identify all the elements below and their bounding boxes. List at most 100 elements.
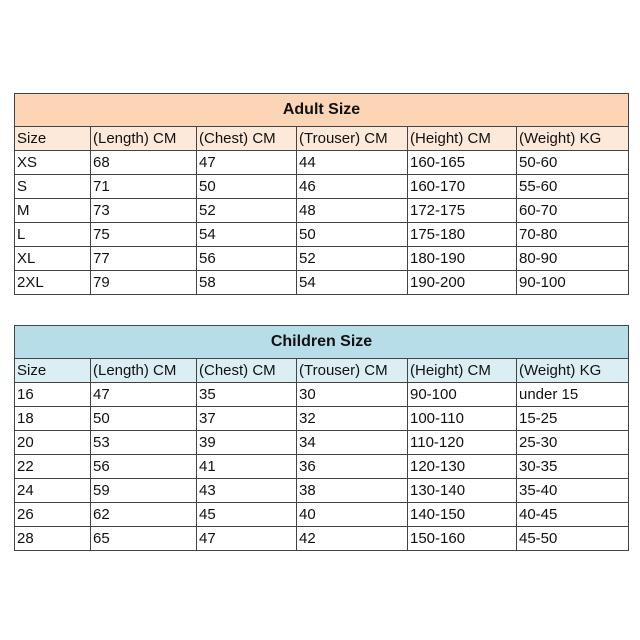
adult-size-title: Adult Size [13,93,630,127]
table-cell: 90-100 [407,382,517,407]
table-cell: 42 [296,526,408,551]
table-cell: 40-45 [515,502,630,527]
table-cell: 190-200 [407,270,517,295]
table-cell: 68 [90,150,197,175]
column-header: (Chest) CM [196,358,297,383]
column-header: Size [14,126,91,151]
table-cell: 32 [296,406,408,431]
table-cell: 52 [296,246,408,271]
adult-size-table: Adult Size Size (Length) CM (Chest) CM (Tro… [13,93,630,295]
table-row: XS 68 47 44 160-165 50-60 [14,150,630,175]
table-cell: 26 [14,502,91,527]
table-row: 22 56 41 36 120-130 30-35 [14,454,630,479]
table-cell: 47 [196,150,297,175]
column-header: (Weight) KG [515,126,630,151]
table-cell: L [14,222,91,247]
table-cell: 22 [14,454,91,479]
column-header: (Trouser) CM [296,126,408,151]
table-cell: 20 [14,430,91,455]
table-row: L 75 54 50 175-180 70-80 [14,222,630,247]
table-cell: 100-110 [407,406,517,431]
table-cell: 45 [196,502,297,527]
table-row: 28 65 47 42 150-160 45-50 [14,526,630,551]
table-cell: 45-50 [515,526,630,551]
table-cell: 50-60 [515,150,630,175]
table-row: M 73 52 48 172-175 60-70 [14,198,630,223]
table-cell: 35 [196,382,297,407]
table-cell: 47 [90,382,197,407]
table-cell: 50 [90,406,197,431]
table-cell: 56 [196,246,297,271]
table-cell: 140-150 [407,502,517,527]
table-cell: 53 [90,430,197,455]
table-cell: 2XL [14,270,91,295]
table-cell: 120-130 [407,454,517,479]
table-cell: 34 [296,430,408,455]
table-cell: XS [14,150,91,175]
table-row: 16 47 35 30 90-100 under 15 [14,382,630,407]
table-cell: 70-80 [515,222,630,247]
table-cell: 71 [90,174,197,199]
column-header: (Weight) KG [515,358,630,383]
table-row: 18 50 37 32 100-110 15-25 [14,406,630,431]
table-cell: 47 [196,526,297,551]
table-cell: 30 [296,382,408,407]
table-cell: 41 [196,454,297,479]
column-header: (Length) CM [90,126,197,151]
table-cell: 110-120 [407,430,517,455]
table-cell: 59 [90,478,197,503]
table-cell: 52 [196,198,297,223]
table-cell: 77 [90,246,197,271]
table-cell: XL [14,246,91,271]
table-cell: 43 [196,478,297,503]
table-cell: 37 [196,406,297,431]
table-cell: under 15 [515,382,630,407]
table-cell: 30-35 [515,454,630,479]
column-header: (Chest) CM [196,126,297,151]
table-row: S 71 50 46 160-170 55-60 [14,174,630,199]
table-cell: 40 [296,502,408,527]
table-cell: 172-175 [407,198,517,223]
column-header: (Length) CM [90,358,197,383]
table-cell: 54 [296,270,408,295]
table-cell: 160-170 [407,174,517,199]
table-cell: 79 [90,270,197,295]
children-size-title: Children Size [13,325,630,359]
table-cell: 15-25 [515,406,630,431]
children-size-table: Children Size Size (Length) CM (Chest) CM(… [13,325,630,551]
table-cell: 80-90 [515,246,630,271]
table-cell: 25-30 [515,430,630,455]
table-cell: 46 [296,174,408,199]
table-cell: 65 [90,526,197,551]
table-row: 26 62 45 40 140-150 40-45 [14,502,630,527]
table-cell: 160-165 [407,150,517,175]
table-cell: 50 [196,174,297,199]
column-header: Size [14,358,91,383]
table-cell: 18 [14,406,91,431]
table-cell: 36 [296,454,408,479]
table-cell: M [14,198,91,223]
table-cell: 38 [296,478,408,503]
table-cell: 50 [296,222,408,247]
table-cell: 55-60 [515,174,630,199]
table-cell: 54 [196,222,297,247]
table-cell: 56 [90,454,197,479]
column-header: (Height) CM [407,126,517,151]
column-header: (Trouser) CM [296,358,408,383]
table-row: 20 53 39 34 110-120 25-30 [14,430,630,455]
table-cell: S [14,174,91,199]
table-cell: 90-100 [515,270,630,295]
table-row: 24 59 43 38 130-140 35-40 [14,478,630,503]
table-cell: 130-140 [407,478,517,503]
table-cell: 150-160 [407,526,517,551]
header-row: Size (Length) CM (Chest) CM (Trouser) CM (He… [14,126,630,151]
table-cell: 175-180 [407,222,517,247]
table-cell: 62 [90,502,197,527]
table-row: 2XL 79 58 54 190-200 90-100 [14,270,630,295]
table-cell: 28 [14,526,91,551]
table-cell: 75 [90,222,197,247]
table-cell: 60-70 [515,198,630,223]
header-row: Size (Length) CM (Chest) CM (Trouser) CM (He… [14,358,630,383]
table-cell: 58 [196,270,297,295]
table-cell: 24 [14,478,91,503]
